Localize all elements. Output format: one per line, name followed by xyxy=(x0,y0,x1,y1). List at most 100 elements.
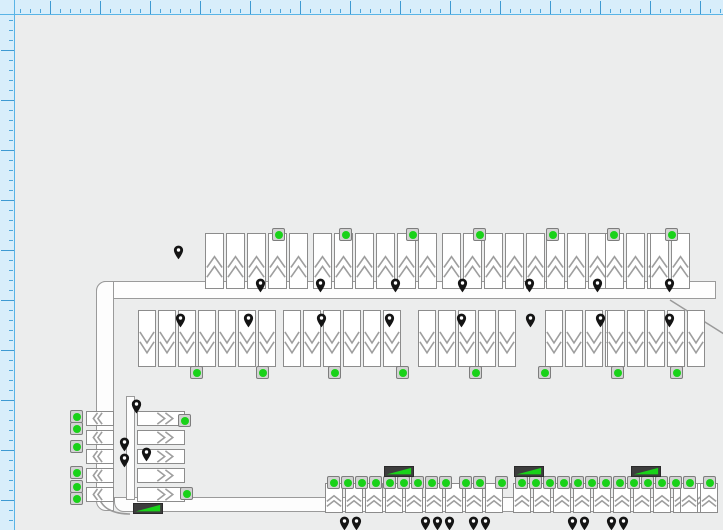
location-marker-icon[interactable] xyxy=(175,313,186,328)
location-marker-icon[interactable] xyxy=(119,453,130,468)
occupancy-sensor[interactable] xyxy=(473,228,486,241)
parking-stall[interactable] xyxy=(363,310,381,367)
parking-stall[interactable] xyxy=(289,233,308,289)
parking-stall[interactable] xyxy=(605,233,624,289)
parking-stall[interactable] xyxy=(653,483,671,513)
parking-stall[interactable] xyxy=(627,310,645,367)
parking-stall[interactable] xyxy=(465,483,483,513)
occupancy-sensor[interactable] xyxy=(641,476,654,489)
location-marker-icon[interactable] xyxy=(243,313,254,328)
occupancy-sensor[interactable] xyxy=(585,476,598,489)
occupancy-sensor[interactable] xyxy=(557,476,570,489)
parking-stall[interactable] xyxy=(671,233,690,289)
parking-stall[interactable] xyxy=(198,310,216,367)
parking-stall[interactable] xyxy=(425,483,443,513)
location-marker-icon[interactable] xyxy=(457,278,468,293)
direction-gate-icon[interactable] xyxy=(631,466,661,477)
location-marker-icon[interactable] xyxy=(606,516,617,530)
location-marker-icon[interactable] xyxy=(524,278,535,293)
parking-stall[interactable] xyxy=(513,483,531,513)
occupancy-sensor[interactable] xyxy=(70,440,83,453)
location-marker-icon[interactable] xyxy=(384,313,395,328)
occupancy-sensor[interactable] xyxy=(571,476,584,489)
occupancy-sensor[interactable] xyxy=(515,476,528,489)
occupancy-sensor[interactable] xyxy=(190,366,203,379)
parking-stall[interactable] xyxy=(376,233,395,289)
occupancy-sensor[interactable] xyxy=(397,476,410,489)
occupancy-sensor[interactable] xyxy=(339,228,352,241)
parking-stall[interactable] xyxy=(526,233,545,289)
parking-stall[interactable] xyxy=(626,233,645,289)
location-marker-icon[interactable] xyxy=(432,516,443,530)
parking-stall[interactable] xyxy=(650,233,669,289)
parking-stall[interactable] xyxy=(137,468,185,483)
location-marker-icon[interactable] xyxy=(339,516,350,530)
parking-stall[interactable] xyxy=(283,310,301,367)
location-marker-icon[interactable] xyxy=(468,516,479,530)
parking-stall[interactable] xyxy=(137,411,185,426)
occupancy-sensor[interactable] xyxy=(439,476,452,489)
parking-stall[interactable] xyxy=(138,310,156,367)
parking-stall[interactable] xyxy=(218,310,236,367)
parking-stall[interactable] xyxy=(303,310,321,367)
occupancy-sensor[interactable] xyxy=(406,228,419,241)
parking-stall[interactable] xyxy=(565,310,583,367)
parking-stall[interactable] xyxy=(442,233,461,289)
parking-stall[interactable] xyxy=(505,233,524,289)
occupancy-sensor[interactable] xyxy=(655,476,668,489)
occupancy-sensor[interactable] xyxy=(495,476,508,489)
parking-stall[interactable] xyxy=(238,310,256,367)
occupancy-sensor[interactable] xyxy=(355,476,368,489)
location-marker-icon[interactable] xyxy=(592,278,603,293)
parking-stall[interactable] xyxy=(226,233,245,289)
parking-stall[interactable] xyxy=(343,310,361,367)
location-marker-icon[interactable] xyxy=(351,516,362,530)
direction-gate-icon[interactable] xyxy=(133,503,163,514)
occupancy-sensor[interactable] xyxy=(529,476,542,489)
parking-stall[interactable] xyxy=(258,310,276,367)
location-marker-icon[interactable] xyxy=(390,278,401,293)
location-marker-icon[interactable] xyxy=(618,516,629,530)
occupancy-sensor[interactable] xyxy=(670,366,683,379)
location-marker-icon[interactable] xyxy=(316,313,327,328)
occupancy-sensor[interactable] xyxy=(683,476,696,489)
occupancy-sensor[interactable] xyxy=(70,422,83,435)
direction-gate-icon[interactable] xyxy=(514,466,544,477)
parking-stall[interactable] xyxy=(418,310,436,367)
occupancy-sensor[interactable] xyxy=(459,476,472,489)
location-marker-icon[interactable] xyxy=(525,313,536,328)
parking-stall[interactable] xyxy=(607,310,625,367)
parking-stall[interactable] xyxy=(268,233,287,289)
occupancy-sensor[interactable] xyxy=(328,366,341,379)
occupancy-sensor[interactable] xyxy=(396,366,409,379)
location-marker-icon[interactable] xyxy=(131,399,142,414)
parking-stall[interactable] xyxy=(137,430,185,445)
parking-stall[interactable] xyxy=(334,233,353,289)
location-marker-icon[interactable] xyxy=(579,516,590,530)
occupancy-sensor[interactable] xyxy=(341,476,354,489)
location-marker-icon[interactable] xyxy=(456,313,467,328)
occupancy-sensor[interactable] xyxy=(607,228,620,241)
parking-stall[interactable] xyxy=(86,468,114,483)
parking-stall[interactable] xyxy=(533,483,551,513)
occupancy-sensor[interactable] xyxy=(473,476,486,489)
parking-stall[interactable] xyxy=(553,483,571,513)
horizontal-ruler[interactable] xyxy=(0,0,723,15)
parking-stall[interactable] xyxy=(546,233,565,289)
occupancy-sensor[interactable] xyxy=(180,487,193,500)
occupancy-sensor[interactable] xyxy=(369,476,382,489)
parking-stall[interactable] xyxy=(438,310,456,367)
parking-stall[interactable] xyxy=(573,483,591,513)
direction-gate-icon[interactable] xyxy=(384,466,414,477)
vertical-ruler[interactable] xyxy=(0,0,15,530)
parking-stall[interactable] xyxy=(86,430,114,445)
occupancy-sensor[interactable] xyxy=(70,466,83,479)
parking-stall[interactable] xyxy=(86,411,114,426)
location-marker-icon[interactable] xyxy=(595,313,606,328)
location-marker-icon[interactable] xyxy=(420,516,431,530)
parking-stall[interactable] xyxy=(355,233,374,289)
occupancy-sensor[interactable] xyxy=(611,366,624,379)
parking-stall[interactable] xyxy=(485,483,503,513)
layout-canvas[interactable] xyxy=(14,14,723,530)
location-marker-icon[interactable] xyxy=(141,447,152,462)
